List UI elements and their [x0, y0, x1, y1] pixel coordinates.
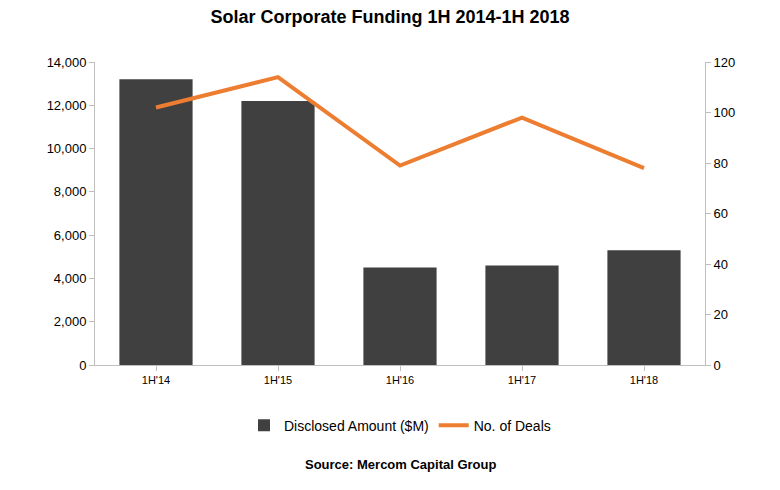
svg-text:4,000: 4,000: [54, 271, 87, 286]
svg-text:120: 120: [714, 55, 736, 70]
svg-text:1H'16: 1H'16: [386, 374, 414, 386]
svg-text:1H'15: 1H'15: [264, 374, 292, 386]
svg-text:60: 60: [714, 206, 728, 221]
svg-text:14,000: 14,000: [47, 55, 87, 70]
svg-text:20: 20: [714, 307, 728, 322]
svg-text:6,000: 6,000: [54, 228, 87, 243]
svg-text:Source: Mercom Capital Group: Source: Mercom Capital Group: [305, 457, 496, 472]
svg-text:8,000: 8,000: [54, 184, 87, 199]
svg-text:1H'14: 1H'14: [142, 374, 170, 386]
svg-text:100: 100: [714, 105, 736, 120]
svg-text:0: 0: [79, 358, 86, 373]
svg-text:40: 40: [714, 257, 728, 272]
svg-text:80: 80: [714, 156, 728, 171]
svg-text:Solar Corporate Funding 1H 201: Solar Corporate Funding 1H 2014-1H 2018: [210, 7, 569, 27]
svg-text:12,000: 12,000: [47, 98, 87, 113]
svg-text:2,000: 2,000: [54, 314, 87, 329]
svg-text:1H'17: 1H'17: [508, 374, 536, 386]
svg-text:1H'18: 1H'18: [630, 374, 658, 386]
svg-text:No. of Deals: No. of Deals: [474, 418, 551, 434]
svg-text:0: 0: [714, 358, 721, 373]
svg-text:10,000: 10,000: [47, 141, 87, 156]
svg-text:Disclosed Amount ($M): Disclosed Amount ($M): [284, 418, 429, 434]
